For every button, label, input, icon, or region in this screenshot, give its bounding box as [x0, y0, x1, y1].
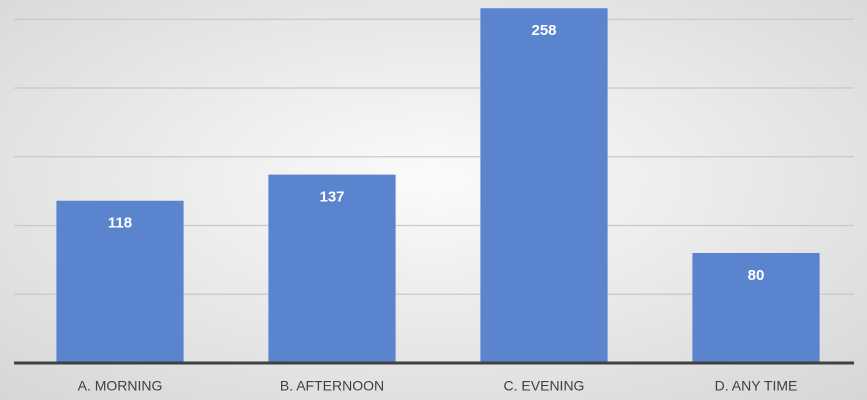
bar: [480, 8, 608, 363]
data-label: 118: [108, 215, 132, 232]
data-label: 258: [531, 22, 556, 39]
bars: 118 137 258 80: [56, 8, 820, 363]
bar: [268, 174, 396, 363]
data-label: 80: [748, 267, 765, 284]
x-tick-label: D. ANY TIME: [715, 378, 798, 394]
x-tick-label: B. AFTERNOON: [280, 378, 384, 394]
x-tick-label: C. EVENING: [504, 378, 585, 394]
bar: [692, 253, 820, 363]
data-label: 137: [319, 189, 344, 206]
bar: [56, 200, 184, 363]
x-tick-label: A. MORNING: [78, 378, 163, 394]
